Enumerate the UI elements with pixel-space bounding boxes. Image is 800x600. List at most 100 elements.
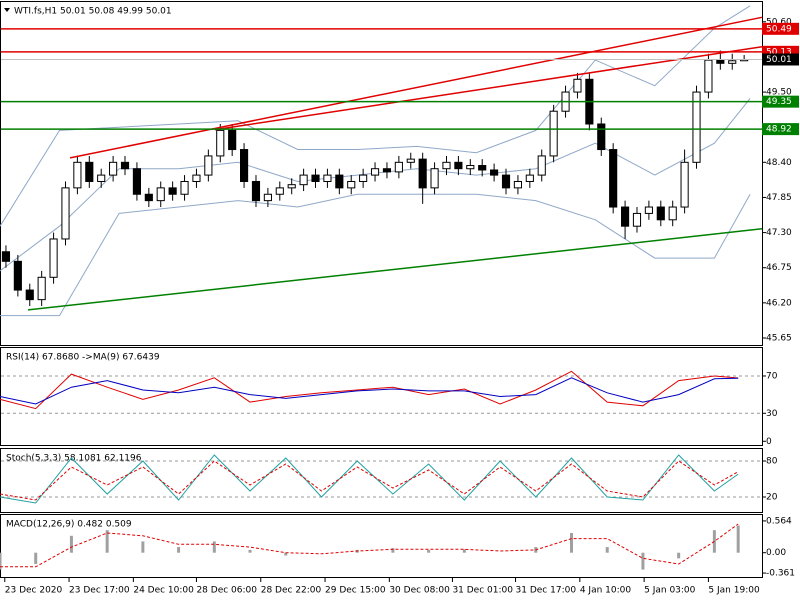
candle-body [85, 161, 94, 182]
last-price-label: 50.01 [766, 55, 792, 65]
trend-line [69, 16, 763, 159]
candle-body [120, 161, 130, 170]
candle-body [144, 193, 153, 202]
candle-body [156, 187, 165, 202]
level-box [762, 123, 799, 136]
candle-body [394, 161, 403, 173]
macd-bar [736, 525, 740, 553]
candle-body [490, 169, 499, 176]
candle-body [323, 174, 332, 182]
candle-body [537, 155, 546, 176]
candle-body [513, 180, 522, 189]
candle-body [299, 174, 308, 186]
candle-body [192, 174, 201, 182]
candle-body [668, 206, 677, 221]
candle-body [728, 60, 737, 64]
indicator-line [0, 523, 739, 568]
panel-title: WTI.fs,H1 50.01 50.08 49.99 50.01 [14, 7, 172, 17]
x-tick-label: 23 Dec 2020 [5, 586, 63, 596]
indicator-line [0, 377, 739, 405]
y-tick-label: 47.30 [766, 228, 792, 238]
y-tick-label: 46.75 [766, 263, 792, 273]
candle-body [680, 161, 689, 208]
candle-body [275, 187, 284, 195]
y-tick-label: 0.00 [766, 548, 786, 558]
candle-body [656, 206, 665, 221]
candle-body [632, 212, 642, 227]
candle-body [216, 129, 225, 157]
menu-arrow[interactable] [4, 8, 10, 12]
trend-line [27, 228, 763, 311]
macd-bar [462, 549, 466, 553]
candle-body [109, 161, 118, 176]
candle-body [382, 168, 392, 173]
candle-body [180, 180, 189, 195]
level-box [762, 22, 799, 35]
candle-body [61, 187, 70, 240]
y-tick-label: 50.60 [766, 17, 792, 27]
candle-body [621, 206, 630, 227]
x-tick-label: 24 Dec 10:00 [133, 586, 194, 596]
macd-bar [248, 549, 252, 553]
candle-body [597, 123, 606, 151]
candle-body [287, 184, 296, 189]
x-tick-label: 30 Dec 08:00 [389, 586, 450, 596]
macd-bar [177, 547, 181, 553]
candle-body [240, 149, 249, 182]
candle-body [168, 187, 177, 195]
x-tick-label: 31 Dec 17:00 [516, 586, 577, 596]
candle-body [501, 174, 511, 189]
bollinger-band [0, 5, 751, 227]
candle-body [609, 149, 618, 208]
macd-bar [0, 552, 2, 570]
macd-bar [427, 549, 431, 553]
x-tick-label: 28 Dec 22:00 [261, 586, 322, 596]
bollinger-band [0, 98, 751, 272]
candle-body [430, 168, 439, 189]
y-tick-label: -0.361 [766, 569, 795, 579]
candle-body [132, 168, 141, 195]
candle-body [251, 180, 261, 202]
candle-body [37, 276, 46, 301]
y-tick-label: 30 [766, 409, 778, 419]
level-box [762, 95, 799, 108]
trend-line [214, 45, 763, 131]
x-tick-label: 31 Dec 01:00 [452, 586, 513, 596]
price-panel [0, 1, 763, 346]
level-label: 50.49 [766, 24, 792, 34]
panel-title: RSI(14) 67.8680 ->MA(9) 67.6439 [6, 353, 160, 363]
candle-body [73, 161, 82, 189]
x-tick-label: 23 Dec 17:00 [69, 586, 130, 596]
y-tick-label: 0.564 [766, 516, 792, 526]
y-tick-label: 46.20 [766, 298, 792, 308]
panel-title: Stoch(5,3,3) 58.1081 62.1196 [6, 454, 142, 464]
x-tick-label: 5 Jan 19:00 [708, 586, 760, 596]
candle-body [359, 174, 368, 182]
y-tick-label: 20 [766, 493, 778, 503]
candle-body [418, 158, 427, 189]
macd-bar [605, 547, 609, 553]
y-tick-label: 80 [766, 457, 778, 467]
panel-title: MACD(12,26,9) 0.482 0.509 [6, 520, 132, 530]
bollinger-band [0, 193, 751, 317]
macd-bar [570, 532, 573, 553]
candle-body [442, 161, 451, 170]
x-tick-label: 28 Dec 06:00 [196, 586, 257, 596]
y-tick-label: 47.85 [766, 193, 792, 203]
x-tick-label: 4 Jan 10:00 [580, 586, 632, 596]
y-tick-label: 70 [766, 371, 778, 381]
candle-body [466, 165, 475, 170]
candle-body [204, 155, 213, 176]
candle-body [573, 78, 582, 93]
candle-body [454, 161, 463, 170]
candle-body [549, 110, 558, 157]
indicator-line [0, 460, 739, 501]
candle-body [228, 129, 237, 151]
x-tick-label: 29 Dec 15:00 [325, 586, 386, 596]
candle-body [644, 206, 653, 214]
level-label: 48.92 [766, 125, 792, 135]
macd-bar [641, 552, 645, 570]
candle-body [716, 59, 725, 64]
candle-body [525, 174, 534, 182]
